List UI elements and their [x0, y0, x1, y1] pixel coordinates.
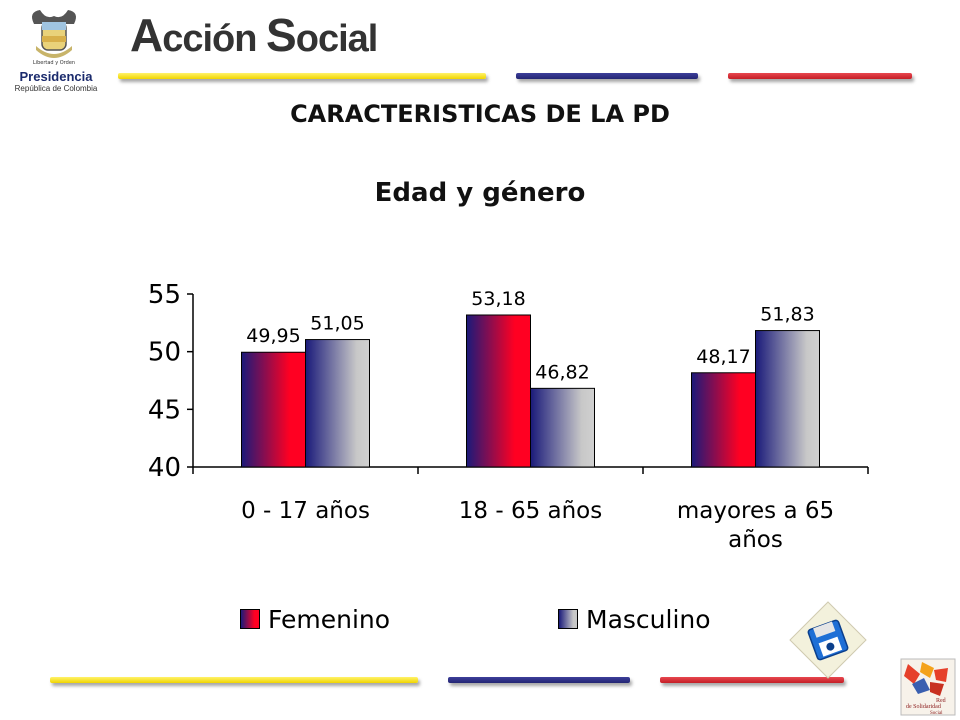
header-stripe-red [728, 73, 912, 79]
data-label-masculino: 51,83 [760, 304, 814, 326]
slide-subtitle: Edad y género [374, 178, 586, 208]
legend-swatch-masculino [558, 609, 578, 629]
y-tick-label: 50 [148, 338, 181, 368]
colombia-seal-icon: Libertad y Orden [32, 10, 76, 66]
x-category-label: mayores a 65 [677, 498, 834, 524]
svg-text:Red: Red [936, 698, 946, 704]
svg-text:Social: Social [930, 711, 943, 716]
x-category-label: años [728, 527, 783, 553]
chart-bars [241, 314, 820, 468]
footer-stripe-navy [448, 677, 630, 683]
bar-femenino [691, 372, 756, 468]
data-label-masculino: 51,05 [310, 313, 364, 335]
floppy-disk-icon[interactable] [788, 600, 868, 680]
chart-legend: Femenino Masculino [236, 602, 776, 636]
legend-item-femenino: Femenino [240, 602, 390, 636]
data-label-femenino: 49,95 [246, 325, 300, 347]
legend-label-femenino: Femenino [268, 604, 391, 634]
slide-title: CARACTERISTICAS DE LA PD [290, 100, 670, 128]
chart-axes: 40 45 50 55 0 - 17 años 18 - 65 años mayores a… [148, 280, 869, 553]
bar-masculino [530, 387, 595, 468]
x-category-label: 18 - 65 años [459, 498, 603, 524]
bar-femenino [466, 314, 531, 468]
bar-masculino [755, 330, 820, 468]
y-tick-label: 55 [148, 280, 181, 310]
svg-text:Libertad y Orden: Libertad y Orden [33, 60, 75, 66]
presidencia-label: Presidencia [19, 69, 93, 84]
legend-label-masculino: Masculino [586, 604, 711, 634]
y-tick-label: 40 [148, 453, 181, 483]
data-label-femenino: 48,17 [696, 346, 750, 368]
red-solidaridad-logo: Red de Solidaridad Social [900, 658, 956, 716]
accion-social-logo: Acción Social [130, 9, 378, 61]
data-label-masculino: 46,82 [535, 361, 589, 383]
chart-labels: 49,95 51,05 53,18 46,82 48,17 51,83 [246, 288, 814, 383]
header-stripe-navy [516, 73, 698, 79]
footer-stripe-red [660, 677, 844, 683]
data-label-femenino: 53,18 [471, 288, 525, 310]
y-tick-label: 45 [148, 395, 181, 425]
legend-swatch-femenino [240, 609, 260, 629]
svg-text:de Solidaridad: de Solidaridad [906, 704, 941, 710]
bar-femenino [241, 351, 306, 468]
bar-masculino [305, 339, 370, 468]
footer-stripe-yellow [50, 677, 418, 683]
legend-item-masculino: Masculino [558, 602, 711, 636]
x-category-label: 0 - 17 años [241, 498, 370, 524]
republica-label: República de Colombia [14, 84, 98, 93]
header-stripe-yellow [118, 73, 486, 79]
